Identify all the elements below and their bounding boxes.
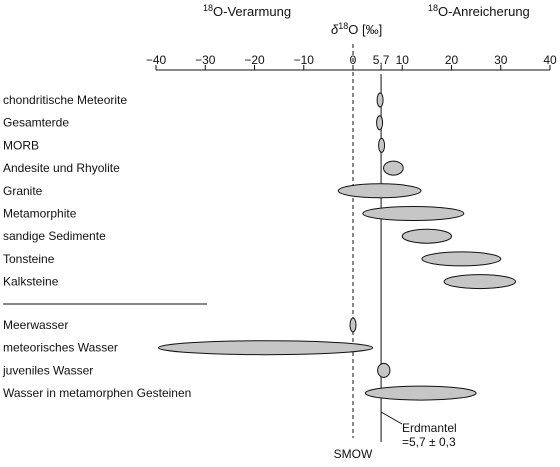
range-ellipse (383, 160, 404, 176)
range-ellipse (337, 183, 422, 199)
mantle-label: Erdmantel (402, 421, 457, 435)
row-label: Wasser in metamorphen Gesteinen (3, 386, 191, 400)
row-label: Meerwasser (3, 318, 68, 332)
tick-label: 30 (494, 53, 508, 67)
tick-label: −10 (294, 53, 315, 67)
row-label: sandige Sedimente (3, 229, 106, 243)
row-label: Granite (3, 184, 43, 198)
tick-label: 5,7 (373, 53, 390, 67)
tick-label: −40 (146, 53, 167, 67)
range-ellipse (157, 340, 374, 356)
tick-label: −30 (195, 53, 216, 67)
row-label: juveniles Wasser (2, 363, 93, 377)
row-label: Andesite und Rhyolite (3, 161, 120, 175)
tick-label: 20 (445, 53, 459, 67)
range-ellipse (401, 228, 452, 244)
tick-label: −20 (244, 53, 265, 67)
depletion-header: 18O-Verarmung (203, 3, 292, 19)
enrichment-header: 18O-Anreicherung (428, 3, 530, 19)
mantle-value-label: =5,7 ± 0,3 (402, 435, 456, 449)
row-label: Metamorphite (3, 207, 77, 221)
row-label: Gesamterde (3, 116, 69, 130)
tick-label: 10 (396, 53, 410, 67)
row-label: Tonsteine (3, 252, 55, 266)
smow-label: SMOW (334, 447, 373, 461)
row-label: Kalksteine (3, 275, 59, 289)
range-ellipse (443, 274, 517, 290)
axis-title: δ18O [‰] (331, 21, 383, 37)
row-label: chondritische Meteorite (3, 93, 127, 107)
row-label: meteorisches Wasser (3, 341, 118, 355)
range-ellipse (349, 317, 357, 333)
range-ellipse (364, 385, 477, 401)
range-ellipse (378, 137, 386, 153)
tick-label: 40 (543, 53, 557, 67)
range-ellipse (362, 206, 465, 221)
mantle-leader-line (380, 411, 403, 425)
range-ellipse (377, 362, 391, 378)
range-ellipse (376, 92, 384, 108)
range-ellipse (376, 115, 384, 131)
row-label: MORB (3, 138, 39, 152)
range-ellipse (421, 251, 502, 267)
